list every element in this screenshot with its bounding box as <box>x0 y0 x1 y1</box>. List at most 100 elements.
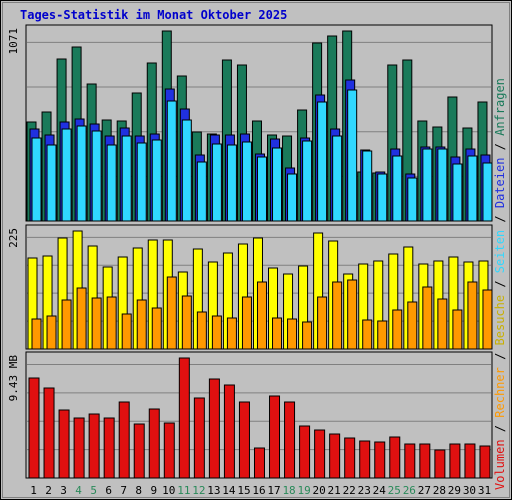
bar-volumen-day-2 <box>43 387 55 479</box>
bar-rechner-day-28 <box>437 298 448 350</box>
bar-rechner-day-13 <box>211 315 222 350</box>
bar-rechner-day-24 <box>377 320 388 350</box>
bar-volumen-day-4 <box>73 417 85 479</box>
legend-entry-rechner: Rechner <box>493 367 507 418</box>
bar-seiten-day-30 <box>467 155 478 222</box>
bar-rechner-day-30 <box>467 281 478 350</box>
bar-rechner-day-22 <box>347 279 358 350</box>
legend-separator: / <box>493 136 507 158</box>
x-tick-label-day-14: 14 <box>222 484 236 497</box>
panel-top-scale-label: 1071 <box>7 28 20 55</box>
x-tick-label-day-18: 18 <box>282 484 295 497</box>
x-tick-label-day-29: 29 <box>448 484 461 497</box>
x-tick-label-day-21: 21 <box>328 484 341 497</box>
bar-volumen-day-11 <box>178 357 190 479</box>
x-tick-label-day-6: 6 <box>105 484 112 497</box>
x-tick-label-day-1: 1 <box>30 484 37 497</box>
bar-seiten-day-21 <box>332 135 343 222</box>
x-tick-label-day-16: 16 <box>252 484 265 497</box>
x-tick-label-day-12: 12 <box>192 484 205 497</box>
bar-volumen-day-15 <box>238 401 250 479</box>
bar-rechner-day-27 <box>422 286 433 350</box>
bar-seiten-day-20 <box>317 101 328 222</box>
bar-rechner-day-19 <box>302 321 313 350</box>
bar-seiten-day-2 <box>46 144 57 222</box>
x-tick-label-day-9: 9 <box>150 484 157 497</box>
bar-rechner-day-16 <box>256 281 267 350</box>
bar-seiten-day-9 <box>151 139 162 222</box>
bar-volumen-day-24 <box>374 441 386 479</box>
bar-rechner-day-1 <box>31 318 42 350</box>
x-tick-label-day-5: 5 <box>90 484 97 497</box>
panel-middle-scale-label: 225 <box>7 228 20 248</box>
x-tick-label-day-27: 27 <box>418 484 431 497</box>
bar-volumen-day-16 <box>253 447 265 479</box>
bar-seiten-day-22 <box>347 89 358 222</box>
x-tick-label-day-25: 25 <box>388 484 401 497</box>
bar-volumen-day-17 <box>269 395 281 479</box>
bar-seiten-day-8 <box>136 142 147 222</box>
bar-seiten-day-26 <box>407 177 418 222</box>
bar-seiten-day-16 <box>256 156 267 222</box>
bar-rechner-day-3 <box>61 299 72 350</box>
bar-volumen-day-5 <box>88 413 100 479</box>
bar-volumen-day-7 <box>118 401 130 479</box>
bar-rechner-day-2 <box>46 315 57 350</box>
legend-entry-besuche: Besuche <box>493 295 507 346</box>
bar-rechner-day-9 <box>151 307 162 350</box>
bar-seiten-day-10 <box>166 100 177 222</box>
x-tick-label-day-7: 7 <box>120 484 127 497</box>
panel-top: 1071 <box>7 24 493 222</box>
bar-seiten-day-5 <box>91 130 102 222</box>
x-tick-label-day-11: 11 <box>177 484 190 497</box>
panel-middle: 225 <box>7 224 493 350</box>
bar-volumen-day-3 <box>58 409 70 479</box>
bar-rechner-day-4 <box>76 287 87 350</box>
bar-seiten-day-24 <box>377 173 388 222</box>
bar-volumen-day-19 <box>299 425 311 479</box>
bar-volumen-day-25 <box>389 436 401 479</box>
bar-rechner-day-7 <box>121 313 132 350</box>
bar-volumen-day-1 <box>28 377 40 479</box>
bar-rechner-day-15 <box>241 296 252 350</box>
bar-volumen-day-26 <box>404 443 416 479</box>
bar-rechner-day-18 <box>287 318 298 350</box>
bar-rechner-day-31 <box>482 289 493 350</box>
legend-entry-anfragen: Anfragen <box>493 78 507 136</box>
bar-seiten-day-13 <box>211 143 222 222</box>
bar-seiten-day-14 <box>226 144 237 222</box>
bar-volumen-day-13 <box>208 378 220 479</box>
legend-separator: / <box>493 345 507 367</box>
legend-entry-volumen: Volumen <box>493 439 507 490</box>
vertical-legend: Volumen / Rechner / Besuche / Seiten / D… <box>493 78 507 490</box>
x-tick-label-day-22: 22 <box>343 484 356 497</box>
bar-volumen-day-29 <box>449 443 461 479</box>
bar-rechner-day-21 <box>332 281 343 350</box>
bar-seiten-day-18 <box>287 173 298 222</box>
bar-volumen-day-9 <box>148 408 160 479</box>
bar-seiten-day-28 <box>437 148 448 222</box>
panel-bottom: 9.43 MB <box>7 351 493 479</box>
x-tick-label-day-2: 2 <box>45 484 52 497</box>
bar-seiten-day-6 <box>106 144 117 222</box>
legend-separator: / <box>493 273 507 295</box>
bar-rechner-day-12 <box>196 311 207 350</box>
x-tick-label-day-30: 30 <box>463 484 476 497</box>
x-tick-label-day-23: 23 <box>358 484 371 497</box>
bar-seiten-day-1 <box>31 137 42 222</box>
bar-volumen-day-28 <box>434 449 446 479</box>
x-axis-day-labels: 1 2 3 4 5 6 7 8 9 10 11 12 13 14 15 16 17 18 19 20 21 22 23 24 2… <box>30 484 491 497</box>
bar-rechner-day-25 <box>392 309 403 350</box>
legend-entry-seiten: Seiten <box>493 230 507 273</box>
bar-rechner-day-17 <box>272 317 283 350</box>
bar-seiten-day-3 <box>61 128 72 222</box>
x-tick-label-day-8: 8 <box>135 484 142 497</box>
x-tick-label-day-31: 31 <box>478 484 491 497</box>
chart-title: Tages-Statistik im Monat Oktober 2025 <box>20 8 287 22</box>
legend-entry-dateien: Dateien <box>493 158 507 209</box>
bar-rechner-day-6 <box>106 296 117 350</box>
bar-seiten-day-7 <box>121 135 132 222</box>
bar-seiten-day-19 <box>302 140 313 222</box>
x-tick-label-day-3: 3 <box>60 484 67 497</box>
